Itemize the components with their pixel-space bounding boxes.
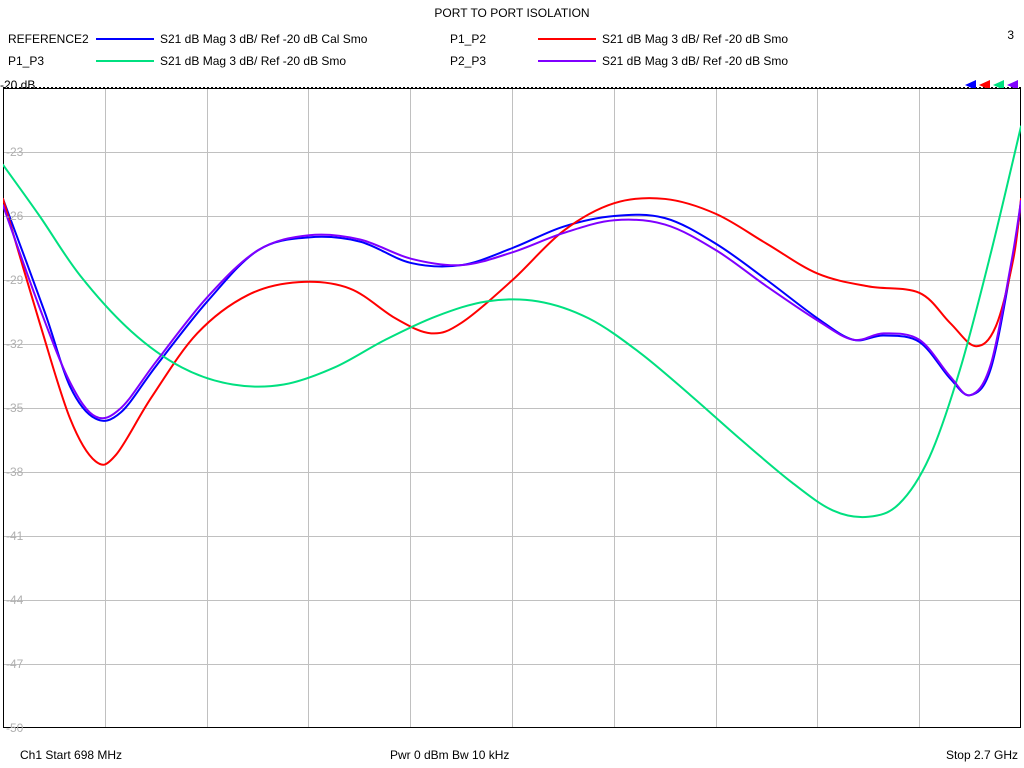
y-tick-label: -47: [6, 657, 23, 671]
legend-trace-name: P1_P2: [450, 32, 538, 46]
y-tick-label: -38: [6, 465, 23, 479]
legend-trace-param: S21 dB Mag 3 dB/ Ref -20 dB Smo: [602, 54, 892, 68]
legend-trace-name: REFERENCE2: [8, 32, 96, 46]
y-tick-label: -50: [6, 721, 23, 735]
y-tick-label: -35: [6, 401, 23, 415]
y-tick-label: -32: [6, 337, 23, 351]
legend-row: REFERENCE2 S21 dB Mag 3 dB/ Ref -20 dB Ca…: [8, 28, 1016, 50]
legend-right-number: 3: [1007, 28, 1014, 42]
y-tick-label: -26: [6, 209, 23, 223]
y-tick-label: -44: [6, 593, 23, 607]
legend-swatch: [538, 38, 596, 40]
legend-trace-name: P1_P3: [8, 54, 96, 68]
legend-trace-param: S21 dB Mag 3 dB/ Ref -20 dB Smo: [160, 54, 450, 68]
legend-row: P1_P3S21 dB Mag 3 dB/ Ref -20 dB SmoP2_P…: [8, 50, 1016, 72]
y-tick-label: -29: [6, 273, 23, 287]
footer-start: Ch1 Start 698 MHz: [20, 748, 122, 762]
chart-area: [3, 88, 1021, 728]
footer-power-bw: Pwr 0 dBm Bw 10 kHz: [390, 748, 509, 762]
chart-svg: [3, 88, 1021, 728]
footer: Ch1 Start 698 MHz Pwr 0 dBm Bw 10 kHz St…: [0, 744, 1024, 762]
legend-trace-param: S21 dB Mag 3 dB/ Ref -20 dB Cal Smo: [160, 32, 450, 46]
footer-stop: Stop 2.7 GHz: [946, 748, 1018, 762]
y-tick-label: -23: [6, 145, 23, 159]
legend-swatch: [96, 38, 154, 40]
y-tick-label: -41: [6, 529, 23, 543]
legend-swatch: [96, 60, 154, 62]
legend: REFERENCE2 S21 dB Mag 3 dB/ Ref -20 dB Ca…: [8, 28, 1016, 72]
plot-title: PORT TO PORT ISOLATION: [0, 6, 1024, 20]
legend-trace-name: P2_P3: [450, 54, 538, 68]
vna-plot-container: PORT TO PORT ISOLATION REFERENCE2 S21 dB …: [0, 0, 1024, 768]
legend-trace-param: S21 dB Mag 3 dB/ Ref -20 dB Smo: [602, 32, 892, 46]
legend-swatch: [538, 60, 596, 62]
